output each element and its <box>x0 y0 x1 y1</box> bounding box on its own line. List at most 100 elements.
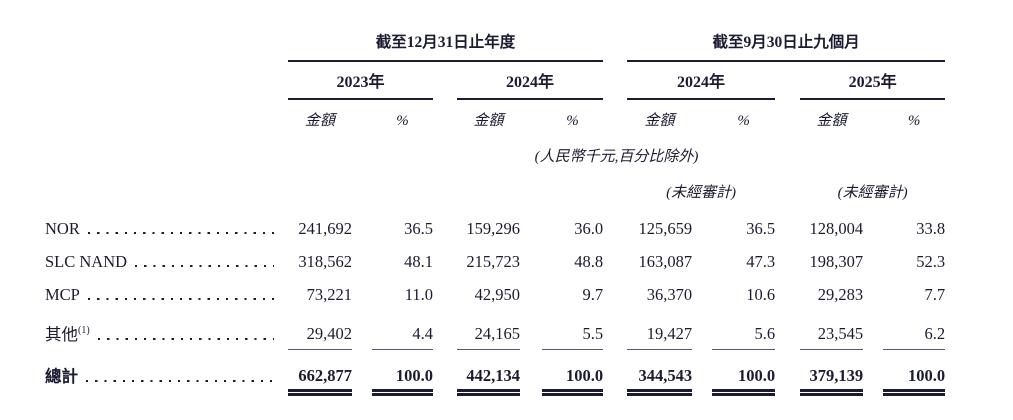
total-percent-cell: 100.0 <box>883 351 946 400</box>
column-gap <box>603 208 627 241</box>
amount-header: 金額 <box>644 113 675 129</box>
percent-cell: 10.6 <box>746 285 776 304</box>
total-percent-cell: 100.0 <box>542 351 604 400</box>
dot-leader <box>135 264 274 267</box>
amount-cell: 163,087 <box>638 252 693 271</box>
column-gap <box>603 30 627 61</box>
amount-percent-header-row: 金額 % 金額 % 金額 % 金額 % <box>45 99 945 135</box>
percent-cell: 52.3 <box>916 252 946 271</box>
amount-cell: 159,296 <box>466 219 520 238</box>
year-header-2025-9m: 2025年 <box>800 61 946 100</box>
amount-cell: 23,545 <box>800 307 864 351</box>
column-gap <box>775 241 800 274</box>
percent-cell: 5.6 <box>712 307 776 351</box>
column-gap <box>603 307 627 351</box>
column-gap <box>775 61 800 99</box>
period-group-header-row: 截至12月31日止年度 截至9月30日止九個月 <box>45 30 946 62</box>
gap-cell <box>45 135 288 171</box>
column-gap <box>863 99 883 135</box>
amount-cell: 29,402 <box>288 307 352 351</box>
underlined-value: 6.2 <box>883 324 946 350</box>
percent-cell: 48.1 <box>404 252 433 271</box>
total-amount-cell: 344,543 <box>627 351 693 400</box>
percent-cell: 36.5 <box>746 219 776 238</box>
year-header-2023: 2023年 <box>288 61 433 100</box>
underlined-value: 24,165 <box>457 324 520 350</box>
column-gap <box>520 307 542 351</box>
year-header-2024: 2024年 <box>457 61 604 100</box>
column-gap <box>433 307 457 351</box>
percent-cell: 11.0 <box>404 285 433 304</box>
column-gap <box>692 241 712 274</box>
row-label: 總計 <box>45 367 78 386</box>
percent-header: % <box>907 113 921 129</box>
column-gap <box>603 241 627 274</box>
dot-leader <box>86 379 274 382</box>
column-gap <box>352 241 372 274</box>
column-gap <box>603 171 627 208</box>
column-gap <box>775 274 800 307</box>
column-gap <box>603 61 627 99</box>
period-group-nine-months: 截至9月30日止九個月 <box>627 30 946 62</box>
row-label: 其他 <box>45 325 78 344</box>
column-gap <box>520 241 542 274</box>
dot-leader <box>87 231 274 234</box>
underlined-value: 5.6 <box>712 324 776 350</box>
percent-cell: 48.8 <box>574 252 604 271</box>
row-label-wrap: 其他(1) <box>45 321 90 345</box>
column-gap <box>775 307 800 351</box>
row-label-cell: SLC NAND <box>45 241 288 274</box>
column-gap <box>692 99 712 135</box>
footnote-marker: (1) <box>78 325 90 336</box>
column-gap <box>433 241 457 274</box>
underlined-value: 5.5 <box>542 324 604 350</box>
percent-cell: 33.8 <box>916 219 946 238</box>
table-row-others: 其他(1) 29,402 4.4 24,165 5.5 19,427 5.6 2… <box>45 307 946 351</box>
column-gap <box>863 307 883 351</box>
column-gap <box>433 61 457 99</box>
amount-cell: 24,165 <box>457 307 520 351</box>
year-header-2024-9m: 2024年 <box>627 61 776 100</box>
gap-cell <box>45 99 288 135</box>
double-ruled-value: 100.0 <box>372 366 433 396</box>
column-gap <box>433 99 457 135</box>
dot-leader <box>87 297 274 300</box>
column-gap <box>863 241 883 274</box>
table-row-mcp: MCP 73,221 11.0 42,950 9.7 36,370 10.6 2… <box>45 274 945 307</box>
column-gap <box>775 171 800 208</box>
column-gap <box>692 274 712 307</box>
column-gap <box>520 208 542 241</box>
double-ruled-value: 100.0 <box>883 366 946 396</box>
row-label: NOR <box>45 219 80 238</box>
row-label: MCP <box>45 285 80 304</box>
column-gap <box>692 351 712 400</box>
amount-cell: 42,950 <box>474 285 520 304</box>
table-row-nor: NOR 241,692 36.5 159,296 36.0 125,659 36… <box>45 208 945 241</box>
percent-cell: 7.7 <box>924 285 946 304</box>
percent-cell: 9.7 <box>582 285 604 304</box>
units-note-row: (人民幣千元,百分比除外) <box>45 135 945 171</box>
column-gap <box>775 99 800 135</box>
amount-cell: 19,427 <box>627 307 693 351</box>
column-gap <box>433 208 457 241</box>
period-group-annual: 截至12月31日止年度 <box>288 30 604 62</box>
units-note: (人民幣千元,百分比除外) <box>534 149 699 165</box>
column-gap <box>520 274 542 307</box>
percent-cell: 36.0 <box>574 219 604 238</box>
double-ruled-value: 442,134 <box>457 366 520 396</box>
column-gap <box>775 351 800 400</box>
total-amount-cell: 379,139 <box>800 351 864 400</box>
percent-header: % <box>396 113 409 129</box>
revenue-by-product-table: 截至12月31日止年度 截至9月30日止九個月 2023年 2024年 2024… <box>45 30 946 400</box>
column-gap <box>352 307 372 351</box>
amount-cell: 36,370 <box>646 285 693 304</box>
column-gap <box>603 99 627 135</box>
column-gap <box>775 208 800 241</box>
underlined-value: 23,545 <box>800 324 864 350</box>
double-ruled-value: 662,877 <box>288 366 352 396</box>
dot-leader <box>97 337 274 340</box>
column-gap <box>520 351 542 400</box>
column-gap <box>692 307 712 351</box>
column-gap <box>352 208 372 241</box>
year-header-row: 2023年 2024年 2024年 2025年 <box>45 61 946 100</box>
